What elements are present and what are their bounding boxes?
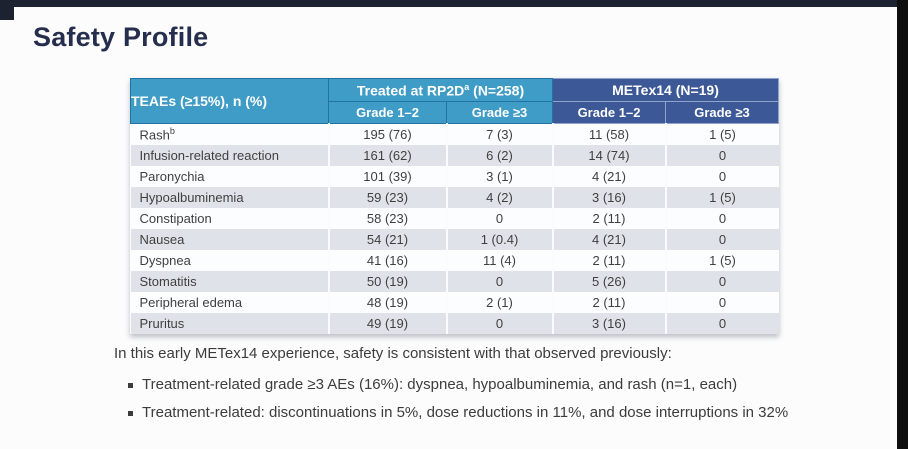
column-group-rp2d: Treated at RP2Da (N=258) [328, 78, 553, 102]
row-label: Peripheral edema [139, 295, 243, 310]
cell-value: 4 (21) [551, 229, 666, 250]
cell-value: 58 (23) [327, 208, 447, 229]
cell-value: 14 (74) [551, 145, 666, 166]
page-title: Safety Profile [33, 22, 209, 52]
cell-value: 4 (21) [551, 166, 666, 187]
cell-value: 2 (1) [445, 292, 553, 313]
cell-value: 0 [664, 271, 779, 292]
table-row: Hypoalbuminemia 59 (23) 4 (2) 3 (16) 1 (5) [130, 187, 779, 208]
table-row: Peripheral edema 48 (19) 2 (1) 2 (11) 0 [130, 292, 779, 313]
row-label-superscript: b [169, 126, 175, 137]
row-label: Dyspnea [139, 253, 191, 268]
top-left-notch [0, 7, 14, 20]
corner-header: TEAEs (≥15%), n (%) [130, 78, 329, 124]
table-row: Pruritus 49 (19) 0 3 (16) 0 [130, 313, 779, 334]
row-label: Rashb [139, 126, 175, 143]
cell-value: 3 (1) [445, 166, 553, 187]
table-row: Infusion-related reaction 161 (62) 6 (2) 14… [130, 145, 779, 166]
table-row: Stomatitis 50 (19) 0 5 (26) 0 [130, 271, 779, 292]
row-label: Pruritus [139, 316, 185, 331]
footer-notes: In this early METex14 experience, safety… [114, 344, 834, 431]
subheader-rp2d-grade12: Grade 1–2 [328, 101, 447, 124]
cell-value: 41 (16) [327, 250, 447, 271]
cell-value: 0 [664, 145, 779, 166]
bullet-icon [128, 383, 133, 388]
cell-value: 6 (2) [445, 145, 553, 166]
cell-value: 4 (2) [445, 187, 553, 208]
cell-value: 0 [664, 208, 779, 229]
table-body: Rashb 195 (76) 7 (3) 11 (58) 1 (5) Infusion-r… [130, 123, 779, 334]
cell-value: 50 (19) [327, 271, 447, 292]
row-label: Stomatitis [139, 274, 197, 289]
top-letterbox-bar [0, 0, 908, 7]
cell-value: 7 (3) [445, 123, 553, 145]
row-label: Constipation [139, 211, 212, 226]
cell-value: 0 [445, 271, 553, 292]
footer-bullet-list: Treatment-related grade ≥3 AEs (16%): dy… [114, 375, 834, 423]
cell-value: 49 (19) [327, 313, 447, 334]
right-letterbox-bar [897, 0, 908, 449]
table-row: Constipation 58 (23) 0 2 (11) 0 [130, 208, 779, 229]
cell-value: 5 (26) [551, 271, 666, 292]
cell-value: 101 (39) [327, 166, 447, 187]
cell-value: 161 (62) [327, 145, 447, 166]
bullet-icon [128, 411, 133, 416]
cell-value: 195 (76) [327, 123, 447, 145]
subheader-rp2d-grade3: Grade ≥3 [446, 101, 553, 124]
table-row: Dyspnea 41 (16) 11 (4) 2 (11) 1 (5) [130, 250, 779, 271]
cell-value: 1 (5) [664, 123, 779, 145]
cell-value: 0 [445, 313, 553, 334]
footer-bullet: Treatment-related grade ≥3 AEs (16%): dy… [128, 375, 834, 395]
footer-intro-text: In this early METex14 experience, safety… [114, 345, 672, 362]
cell-value: 3 (16) [551, 187, 666, 208]
safety-table: TEAEs (≥15%), n (%) Treated at RP2Da (N=… [130, 78, 780, 334]
table-header-sub-row: Grade 1–2 Grade ≥3 Grade 1–2 Grade ≥3 [131, 101, 780, 124]
row-label: Paronychia [139, 169, 205, 184]
cell-value: 59 (23) [327, 187, 447, 208]
cell-value: 2 (11) [551, 292, 666, 313]
cell-value: 2 (11) [551, 208, 666, 229]
footer-bullet-text: Treatment-related: discontinuations in 5… [142, 404, 789, 421]
row-label: Infusion-related reaction [139, 148, 279, 163]
cell-value: 1 (5) [664, 187, 779, 208]
table-header-group-row: TEAEs (≥15%), n (%) Treated at RP2Da (N=… [130, 78, 780, 124]
footer-bullet-text: Treatment-related grade ≥3 AEs (16%): dy… [142, 376, 738, 393]
table-row: Rashb 195 (76) 7 (3) 11 (58) 1 (5) [130, 123, 779, 145]
cell-value: 0 [445, 208, 553, 229]
table-row: Paronychia 101 (39) 3 (1) 4 (21) 0 [130, 166, 779, 187]
subheader-metex14-grade12: Grade 1–2 [552, 101, 666, 124]
cell-value: 1 (0.4) [445, 229, 553, 250]
subheader-metex14-grade3: Grade ≥3 [664, 101, 780, 124]
row-label: Hypoalbuminemia [139, 190, 244, 205]
group-superscript: a [464, 81, 470, 92]
row-label: Nausea [139, 232, 185, 247]
cell-value: 48 (19) [327, 292, 447, 313]
cell-value: 0 [664, 229, 779, 250]
cell-value: 54 (21) [327, 229, 447, 250]
cell-value: 0 [664, 313, 779, 334]
table-row: Nausea 54 (21) 1 (0.4) 4 (21) 0 [130, 229, 779, 250]
cell-value: 0 [664, 166, 779, 187]
cell-value: 11 (58) [551, 123, 666, 145]
footer-bullet: Treatment-related: discontinuations in 5… [128, 403, 834, 423]
column-group-metex14: METex14 (N=19) [551, 78, 780, 102]
cell-value: 1 (5) [664, 250, 779, 271]
group-label-suffix: (N=258) [469, 82, 525, 99]
group-label: Treated at RP2D [356, 82, 465, 99]
cell-value: 2 (11) [551, 250, 666, 271]
cell-value: 3 (16) [551, 313, 666, 334]
cell-value: 0 [664, 292, 779, 313]
group-label: METex14 (N=19) [612, 82, 719, 98]
cell-value: 11 (4) [445, 250, 553, 271]
